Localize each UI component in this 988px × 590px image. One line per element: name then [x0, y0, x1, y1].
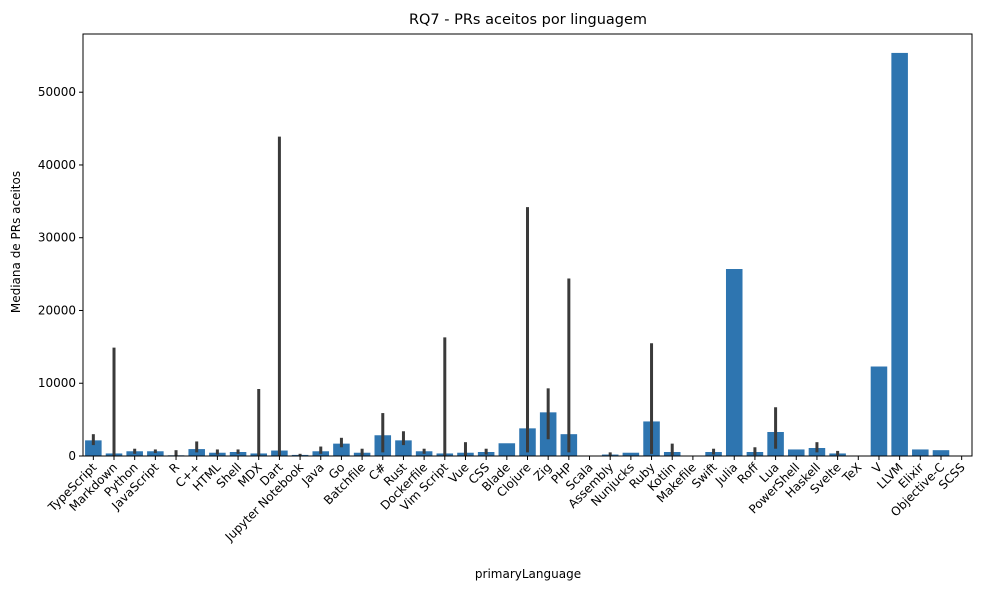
bar-c- — [188, 449, 205, 456]
bar-llvm — [891, 52, 908, 457]
bar-rust — [395, 440, 412, 456]
bar-go — [333, 443, 350, 456]
bar-shell — [229, 451, 247, 456]
x-tick-label: Java — [298, 460, 327, 489]
errorbars-group — [91, 136, 840, 456]
x-tick-label: TeX — [839, 460, 864, 485]
bar-v — [870, 366, 888, 456]
bar-elixir — [912, 449, 929, 456]
bar-javascript — [147, 451, 164, 456]
bar-blade — [498, 443, 516, 456]
x-axis-label: primaryLanguage — [475, 567, 581, 581]
y-tick-label: 0 — [68, 449, 76, 463]
bar-julia — [725, 269, 743, 456]
y-tick-label: 10000 — [38, 376, 76, 390]
bar-nunjucks — [622, 452, 640, 456]
bar-objective-c — [932, 450, 950, 456]
y-tick-label: 40000 — [38, 158, 76, 172]
y-axis-label: Mediana de PRs aceitos — [9, 171, 23, 313]
x-tick-label: Vue — [446, 460, 472, 486]
y-tick-label: 20000 — [38, 303, 76, 317]
chart-title: RQ7 - PRs aceitos por linguagem — [409, 12, 647, 28]
bar-typescript — [85, 440, 102, 456]
y-tick-label: 30000 — [38, 231, 76, 245]
bar-powershell — [787, 449, 805, 456]
plot-frame — [82, 33, 973, 457]
y-axis-ticks: 0 10000 20000 30000 40000 50000 — [38, 85, 83, 463]
y-tick-label: 50000 — [38, 85, 76, 99]
